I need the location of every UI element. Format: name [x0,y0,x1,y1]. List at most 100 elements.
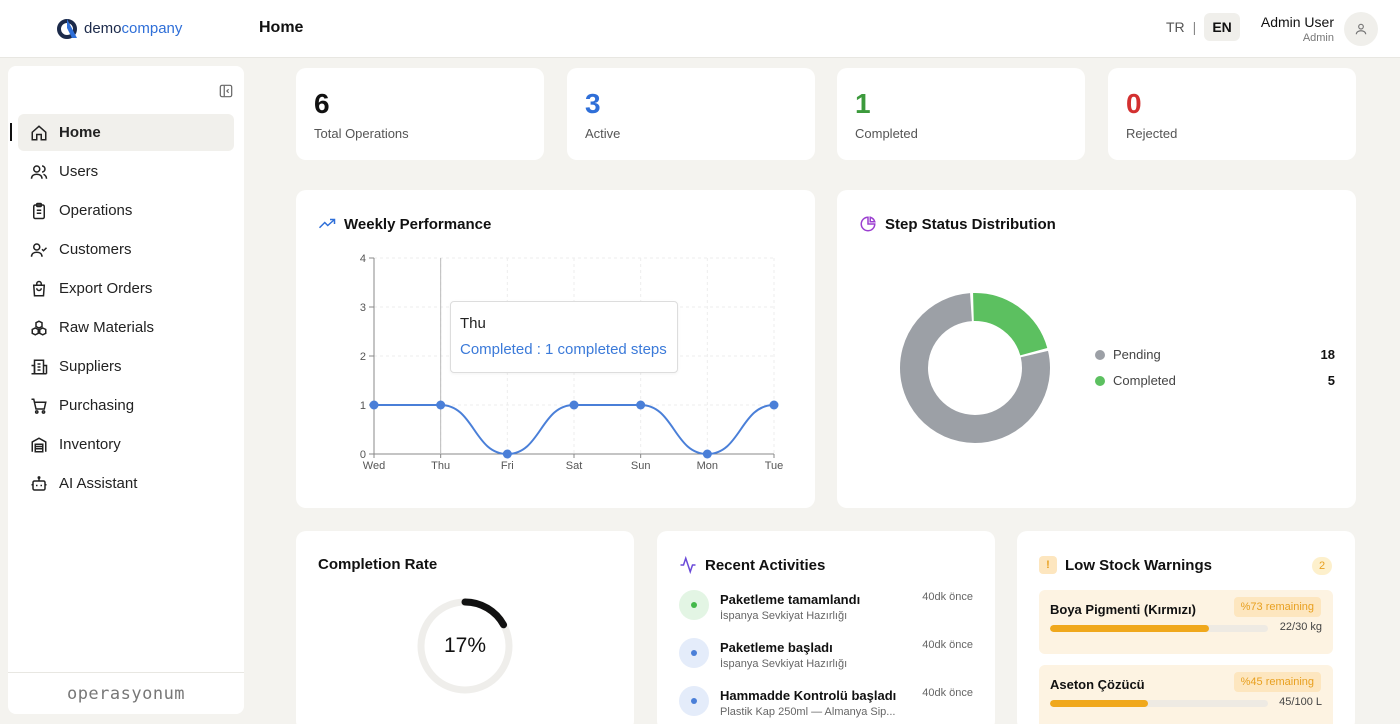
bag-icon [32,280,46,296]
stat-label: Completed [855,126,918,141]
status-dot [679,590,709,620]
boxes-icon [31,319,47,336]
sidebar: Home Users Operations Customers Export O… [8,66,244,714]
logo-icon [57,19,77,39]
sidebar-item-inventory[interactable]: Inventory [18,426,234,463]
chart-tooltip: Thu Completed : 1 completed steps [450,301,678,373]
activity-item[interactable]: Paketleme başladı İspanya Sevkiyat Hazır… [679,638,973,678]
sidebar-item-label: Purchasing [59,397,135,414]
legend-label: Completed [1113,373,1176,388]
bot-icon [31,475,47,491]
sidebar-item-purchasing[interactable]: Purchasing [18,387,234,424]
users-icon [30,164,48,179]
x-tick-label: Mon [697,460,718,472]
user-name: Admin User [1260,14,1334,30]
home-icon [31,124,47,140]
stock-progress-bar [1050,625,1268,632]
sidebar-item-suppliers[interactable]: Suppliers [18,348,234,385]
legend-value: 5 [1327,373,1335,388]
donut-slice-completed [973,293,1048,357]
y-tick-label: 0 [360,449,366,461]
card-title: Step Status Distribution [859,215,1056,233]
remaining-badge: %73 remaining [1233,597,1321,617]
activity-subtitle: İspanya Sevkiyat Hazırlığı [720,658,848,670]
sidebar-item-label: AI Assistant [59,475,138,492]
status-donut-chart[interactable] [895,288,1055,448]
sidebar-item-operations[interactable]: Operations [18,192,234,229]
legend-item-completed: Completed 5 [1095,373,1335,388]
completion-rate-card: Completion Rate 17% [296,531,634,724]
y-tick-label: 1 [360,400,366,412]
sidebar-item-label: Raw Materials [59,319,155,336]
data-point [502,449,512,459]
lang-tr-button[interactable]: TR [1166,19,1185,35]
sidebar-item-customers[interactable]: Customers [18,231,234,268]
sidebar-item-users[interactable]: Users [18,153,234,190]
company-logo[interactable]: democompany [56,16,182,40]
data-point [636,400,646,410]
sidebar-item-ai-assistant[interactable]: AI Assistant [18,465,234,502]
legend-item-pending: Pending 18 [1095,347,1335,362]
sidebar-item-export-orders[interactable]: Export Orders [18,270,234,307]
data-point [569,400,579,410]
stat-card-rejected: 0 Rejected [1108,68,1356,160]
stat-label: Total Operations [314,126,409,141]
y-tick-label: 2 [360,351,366,363]
sidebar-item-label: Users [59,163,99,180]
stock-item[interactable]: Aseton Çözücü %45 remaining 45/100 L [1039,665,1333,724]
stat-value: 0 [1126,88,1142,119]
sidebar-nav: Home Users Operations Customers Export O… [10,114,234,504]
tooltip-value: Completed : 1 completed steps [460,341,667,358]
donut-slice-pending [900,293,1050,443]
status-dot [679,686,709,716]
stat-value: 6 [314,88,330,119]
user-icon [1355,23,1367,35]
stat-value: 1 [855,88,871,119]
language-switcher: TR | EN [1166,13,1240,41]
sidebar-item-label: Operations [59,202,133,219]
recent-activities-card: Recent Activities Paketleme tamamlandı İ… [657,531,995,724]
lang-separator: | [1192,19,1197,35]
warning-icon: ! [1039,556,1057,574]
status-dot [679,638,709,668]
activity-time: 40dk önce [922,639,973,651]
card-title: Completion Rate [318,556,438,573]
step-status-card: Step Status Distribution Pending 18 Comp… [837,190,1356,508]
stat-value: 3 [585,88,601,119]
activity-item[interactable]: Paketleme tamamlandı İspanya Sevkiyat Ha… [679,590,973,630]
sidebar-item-label: Inventory [59,436,121,453]
stock-item-name: Aseton Çözücü [1050,677,1145,692]
activity-time: 40dk önce [922,591,973,603]
stat-card-completed: 1 Completed [837,68,1085,160]
activity-title: Hammadde Kontrolü başladı [720,688,897,703]
activity-time: 40dk önce [922,687,973,699]
page-title: Home [259,19,304,36]
top-bar: democompany Home TR | EN Admin User Admi… [0,0,1400,58]
sidebar-item-home[interactable]: Home [10,114,234,151]
y-tick-label: 4 [360,253,366,265]
collapse-sidebar-icon[interactable] [219,84,233,98]
activity-item[interactable]: Hammadde Kontrolü başladı Plastik Kap 25… [679,686,973,724]
sidebar-item-raw-materials[interactable]: Raw Materials [18,309,234,346]
data-point [436,400,446,410]
logo-text: democompany [84,19,183,37]
stock-progress-fill [1050,625,1210,632]
avatar[interactable] [1344,12,1378,46]
card-title: ! Low Stock Warnings [1039,556,1212,574]
lang-en-button[interactable]: EN [1204,13,1240,41]
activities-title: Recent Activities [705,556,826,574]
x-tick-label: Sun [631,460,651,472]
stock-item[interactable]: Boya Pigmenti (Kırmızı) %73 remaining 22… [1039,590,1333,654]
stat-card-total: 6 Total Operations [296,68,544,160]
legend-value: 18 [1320,347,1335,362]
stat-label: Active [585,126,621,141]
customer-icon [30,242,48,257]
data-point [369,400,379,410]
card-title: Recent Activities [679,556,825,574]
x-tick-label: Tue [765,460,784,472]
activity-title: Paketleme başladı [720,640,833,655]
activity-icon [680,556,696,574]
sidebar-item-label: Suppliers [59,358,122,375]
user-info[interactable]: Admin User Admin [1261,14,1334,44]
activity-subtitle: İspanya Sevkiyat Hazırlığı [720,610,848,622]
